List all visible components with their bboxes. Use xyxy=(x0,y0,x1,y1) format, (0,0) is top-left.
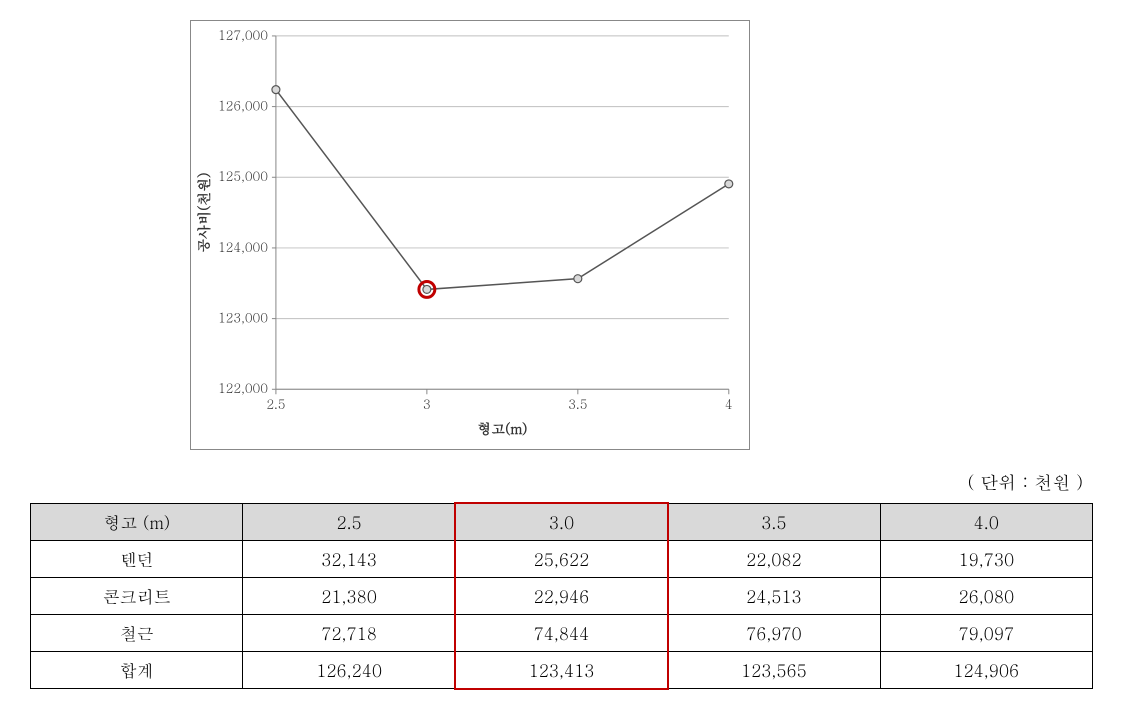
table-header-cell: 형고 (m) xyxy=(31,504,243,541)
table-cell: 76,970 xyxy=(668,615,880,652)
svg-text:124,000: 124,000 xyxy=(218,237,268,256)
table-header-cell: 2.5 xyxy=(243,504,455,541)
chart-svg: 122,000 123,000 124,000 125,000 126,000 127,0… xyxy=(191,21,749,449)
table-cell: 26,080 xyxy=(880,578,1092,615)
svg-text:2.5: 2.5 xyxy=(266,394,285,413)
table-cell: 21,380 xyxy=(243,578,455,615)
table-cell: 콘크리트 xyxy=(31,578,243,615)
table-row: 콘크리트21,38022,94624,51326,080 xyxy=(31,578,1093,615)
table-cell: 19,730 xyxy=(880,541,1092,578)
svg-text:형고(m): 형고(m) xyxy=(477,418,527,438)
table-cell: 합계 xyxy=(31,652,243,689)
table-header-cell: 4.0 xyxy=(880,504,1092,541)
cost-table-wrap: 형고 (m)2.53.03.54.0 텐던32,14325,62222,0821… xyxy=(30,503,1093,689)
svg-text:3.5: 3.5 xyxy=(568,394,587,413)
svg-text:3: 3 xyxy=(423,394,431,413)
table-row: 철근72,71874,84476,97079,097 xyxy=(31,615,1093,652)
table-header-cell: 3.5 xyxy=(668,504,880,541)
unit-label: ( 단위 : 천원 ) xyxy=(20,470,1083,495)
table-header-row: 형고 (m)2.53.03.54.0 xyxy=(31,504,1093,541)
table-cell: 123,565 xyxy=(668,652,880,689)
table-row: 텐던32,14325,62222,08219,730 xyxy=(31,541,1093,578)
table-cell: 22,946 xyxy=(455,578,667,615)
svg-text:126,000: 126,000 xyxy=(218,96,268,115)
svg-text:127,000: 127,000 xyxy=(218,25,268,44)
table-header-cell: 3.0 xyxy=(455,504,667,541)
table-cell: 123,413 xyxy=(455,652,667,689)
table-cell: 32,143 xyxy=(243,541,455,578)
table-cell: 24,513 xyxy=(668,578,880,615)
table-row: 합계126,240123,413123,565124,906 xyxy=(31,652,1093,689)
table-cell: 25,622 xyxy=(455,541,667,578)
table-cell: 텐던 xyxy=(31,541,243,578)
table-cell: 22,082 xyxy=(668,541,880,578)
svg-text:125,000: 125,000 xyxy=(218,166,268,185)
table-cell: 철근 xyxy=(31,615,243,652)
table-cell: 124,906 xyxy=(880,652,1092,689)
svg-text:122,000: 122,000 xyxy=(218,378,268,397)
table-cell: 79,097 xyxy=(880,615,1092,652)
svg-text:4: 4 xyxy=(725,394,733,413)
table-cell: 126,240 xyxy=(243,652,455,689)
svg-text:123,000: 123,000 xyxy=(218,308,268,327)
table-cell: 72,718 xyxy=(243,615,455,652)
svg-text:공사비(천원): 공사비(천원) xyxy=(193,173,213,253)
cost-table: 형고 (m)2.53.03.54.0 텐던32,14325,62222,0821… xyxy=(30,503,1093,689)
table-body: 텐던32,14325,62222,08219,730콘크리트21,38022,9… xyxy=(31,541,1093,689)
cost-chart: 122,000 123,000 124,000 125,000 126,000 127,0… xyxy=(190,20,750,450)
table-cell: 74,844 xyxy=(455,615,667,652)
